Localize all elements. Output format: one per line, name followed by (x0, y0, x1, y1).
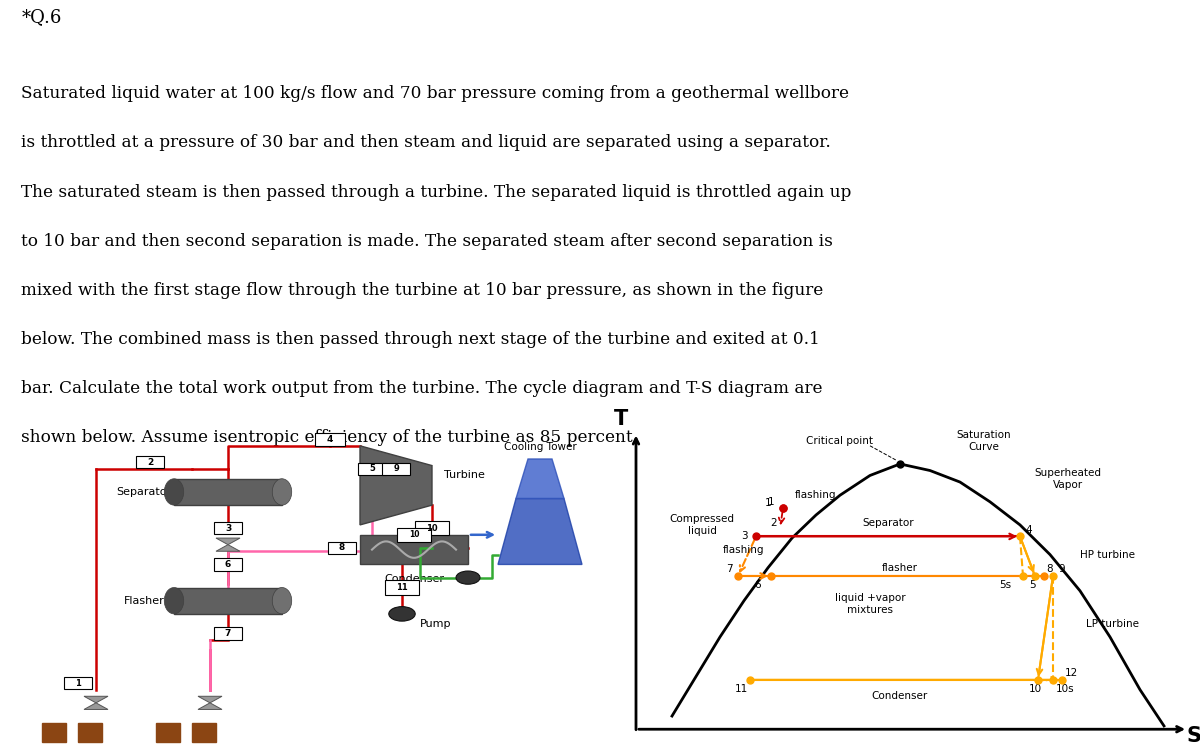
Text: liquid +vapor
mixtures: liquid +vapor mixtures (835, 593, 905, 615)
Text: Critical point: Critical point (806, 436, 874, 446)
Text: 4: 4 (1026, 525, 1032, 535)
Text: 11: 11 (396, 583, 408, 592)
Text: LP turbine: LP turbine (1086, 619, 1139, 628)
FancyBboxPatch shape (137, 456, 163, 468)
Polygon shape (198, 703, 222, 709)
Text: *Q.6: *Q.6 (22, 8, 61, 26)
Text: S: S (1187, 726, 1200, 746)
FancyBboxPatch shape (383, 463, 409, 475)
Text: Flasher: Flasher (124, 595, 164, 606)
Text: Saturated liquid water at 100 kg/s flow and 70 bar pressure coming from a geothe: Saturated liquid water at 100 kg/s flow … (22, 85, 850, 103)
Text: 9: 9 (394, 464, 398, 473)
Polygon shape (516, 459, 564, 499)
Text: 6: 6 (755, 580, 761, 590)
FancyBboxPatch shape (214, 628, 242, 640)
Text: bar. Calculate the total work output from the turbine. The cycle diagram and T-S: bar. Calculate the total work output fro… (22, 380, 823, 397)
Text: 9: 9 (1058, 565, 1066, 574)
Text: Condenser: Condenser (872, 691, 928, 701)
Text: HP turbine: HP turbine (1080, 550, 1135, 560)
Text: 5s: 5s (998, 580, 1012, 590)
Text: Pump: Pump (420, 619, 451, 628)
Text: Turbine: Turbine (444, 470, 485, 480)
Bar (42, 723, 66, 742)
FancyBboxPatch shape (314, 433, 346, 446)
FancyBboxPatch shape (214, 522, 242, 534)
Ellipse shape (164, 587, 184, 614)
Bar (174, 479, 282, 505)
FancyBboxPatch shape (64, 677, 91, 689)
Circle shape (456, 571, 480, 584)
Polygon shape (360, 446, 432, 525)
Text: to 10 bar and then second separation is made. The separated steam after second s: to 10 bar and then second separation is … (22, 233, 833, 249)
Text: Condenser: Condenser (384, 574, 444, 584)
Text: T: T (614, 409, 628, 429)
Text: 10s: 10s (1056, 684, 1074, 694)
Text: The saturated steam is then passed through a turbine. The separated liquid is th: The saturated steam is then passed throu… (22, 184, 852, 201)
Circle shape (389, 607, 415, 621)
Text: 3: 3 (224, 524, 232, 533)
Text: 1: 1 (764, 499, 772, 509)
Text: 8: 8 (338, 544, 346, 553)
Text: 1: 1 (76, 679, 80, 688)
Text: 3: 3 (740, 532, 748, 542)
Text: 10: 10 (409, 530, 419, 539)
Text: 1: 1 (768, 497, 774, 507)
Text: Superheated
Vapor: Superheated Vapor (1034, 468, 1102, 490)
FancyBboxPatch shape (214, 558, 242, 571)
Bar (156, 723, 180, 742)
Bar (78, 723, 102, 742)
Ellipse shape (272, 587, 292, 614)
Text: 10: 10 (1028, 684, 1042, 694)
Text: flashing: flashing (796, 491, 836, 500)
Ellipse shape (272, 479, 292, 505)
Text: Separator: Separator (862, 518, 914, 528)
Text: 4: 4 (326, 434, 334, 443)
Text: Separator: Separator (116, 487, 172, 497)
Polygon shape (84, 697, 108, 703)
Text: 5: 5 (370, 464, 374, 473)
Polygon shape (216, 538, 240, 545)
Polygon shape (216, 545, 240, 551)
Bar (360, 535, 468, 565)
FancyBboxPatch shape (385, 580, 419, 595)
Text: shown below. Assume isentropic efficiency of the turbine as 85 percent.: shown below. Assume isentropic efficienc… (22, 429, 638, 446)
Text: 6: 6 (224, 560, 232, 569)
Polygon shape (84, 703, 108, 709)
FancyBboxPatch shape (397, 527, 431, 542)
Text: 2: 2 (770, 518, 778, 528)
Text: Cooling Tower: Cooling Tower (504, 443, 576, 452)
Polygon shape (498, 499, 582, 565)
Text: 11: 11 (734, 684, 748, 694)
Polygon shape (198, 697, 222, 703)
Text: 7: 7 (224, 629, 232, 638)
Ellipse shape (164, 479, 184, 505)
FancyBboxPatch shape (359, 463, 386, 475)
Text: 8: 8 (1046, 565, 1054, 574)
Text: 5: 5 (1028, 580, 1036, 590)
Text: 12: 12 (1064, 668, 1078, 678)
Text: mixed with the first stage flow through the turbine at 10 bar pressure, as shown: mixed with the first stage flow through … (22, 282, 823, 299)
Text: below. The combined mass is then passed through next stage of the turbine and ex: below. The combined mass is then passed … (22, 331, 820, 348)
Text: is throttled at a pressure of 30 bar and then steam and liquid are separated usi: is throttled at a pressure of 30 bar and… (22, 135, 832, 151)
Text: flashing: flashing (724, 545, 764, 554)
Text: 10: 10 (426, 524, 438, 533)
FancyBboxPatch shape (415, 521, 449, 536)
Text: 7: 7 (726, 565, 732, 574)
Bar (174, 587, 282, 614)
FancyBboxPatch shape (328, 542, 356, 554)
Text: Compressed
liquid: Compressed liquid (670, 514, 734, 536)
Text: 2: 2 (146, 458, 154, 467)
Text: flasher: flasher (882, 562, 918, 573)
Text: Saturation
Curve: Saturation Curve (956, 430, 1012, 452)
Bar (192, 723, 216, 742)
